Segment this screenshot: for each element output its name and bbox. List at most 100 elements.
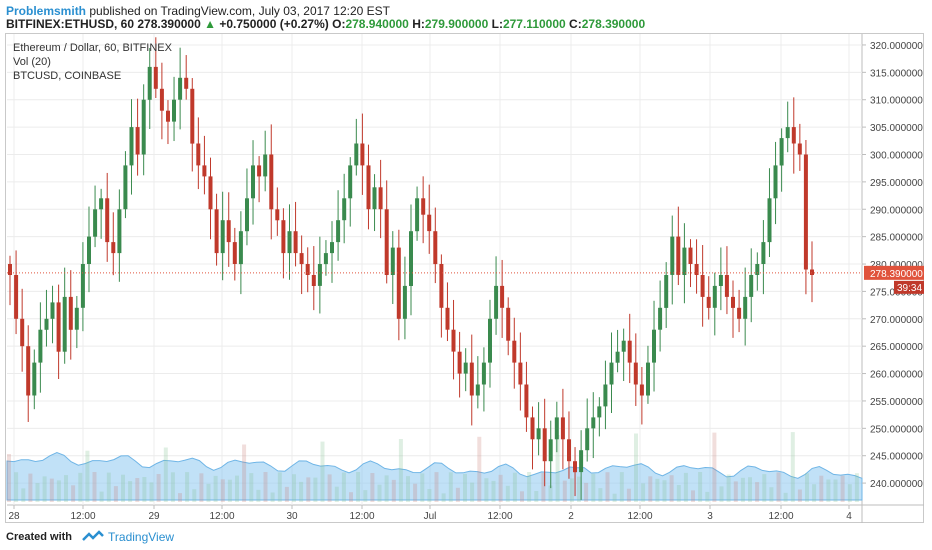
x-tick-label: 4 [846, 511, 852, 522]
candle-body [810, 269, 814, 275]
candle-body [530, 417, 535, 440]
volume-bar [527, 472, 532, 502]
volume-bar [491, 480, 496, 502]
volume-bar [106, 472, 111, 502]
candle-body [14, 275, 19, 319]
candle-body [785, 127, 790, 139]
candle-body [93, 209, 98, 237]
volume-bar [192, 489, 197, 502]
candle-body [263, 154, 268, 177]
volume-bar [334, 486, 339, 502]
chart-legend: Ethereum / Dollar, 60, BITFINEX Vol (20)… [13, 41, 172, 83]
candle-body [512, 340, 517, 363]
candle-body [676, 236, 681, 275]
volume-bar [149, 482, 154, 502]
publish-info: Problemsmith published on TradingView.co… [6, 4, 390, 18]
x-tick-label: 2 [568, 511, 574, 522]
candle-body [214, 209, 219, 254]
candle-body [354, 143, 359, 166]
candle-body [366, 165, 371, 210]
candle-body [299, 253, 304, 265]
candle-body [463, 362, 468, 374]
candle-body [421, 198, 426, 215]
volume-bar [256, 489, 261, 502]
volume-bar [434, 472, 439, 502]
volume-bar [484, 478, 489, 502]
candle-body [105, 198, 110, 243]
volume-bar [420, 473, 425, 502]
volume-bar [740, 477, 745, 502]
candle-body [257, 165, 262, 177]
volume-bar [584, 482, 589, 502]
candle-body [166, 110, 170, 122]
candle-body [755, 264, 760, 275]
y-tick-label: 315.000000 [870, 68, 923, 79]
current-price-tag: 278.390000 [870, 269, 923, 280]
candle-body [633, 362, 638, 385]
volume-bar [21, 488, 26, 502]
tradingview-brand[interactable]: TradingView [108, 530, 175, 544]
volume-bar [341, 472, 346, 502]
volume-bar [819, 475, 824, 502]
candle-body [330, 242, 334, 254]
volume-bar [641, 483, 646, 502]
volume-bar [42, 476, 47, 502]
volume-bar [406, 476, 410, 502]
x-tick-label: 12:00 [70, 511, 95, 522]
legend-volume[interactable]: Vol (20) [13, 56, 51, 68]
volume-bar [726, 474, 731, 502]
volume-bar [505, 485, 510, 502]
volume-average-area [6, 451, 863, 501]
candle-body [153, 66, 158, 89]
x-tick-label: 30 [286, 511, 298, 522]
candle-body [743, 296, 748, 319]
volume-bar [569, 478, 574, 502]
y-tick-label: 290.000000 [870, 205, 923, 216]
volume-bar [833, 479, 838, 502]
candle-body [62, 296, 67, 352]
author-link[interactable]: Problemsmith [6, 4, 87, 18]
candle-body [396, 247, 401, 319]
volume-bar [121, 474, 125, 502]
ohlc-header: BITFINEX:ETHUSD, 60 278.390000 ▲ +0.7500… [6, 17, 645, 31]
legend-compare-series[interactable]: BTCUSD, COINBASE [13, 70, 122, 82]
candle-body [506, 307, 511, 341]
candle-body [129, 127, 134, 166]
volume-bar [199, 473, 204, 502]
volume-bar [577, 476, 581, 502]
candle-body [141, 99, 146, 155]
volume-bar [398, 439, 403, 502]
volume-bar [78, 472, 83, 502]
candle-body [80, 264, 85, 308]
low-label: L: [491, 17, 503, 31]
candle-body [384, 209, 389, 275]
x-tick-label: 12:00 [349, 511, 374, 522]
volume-bar [698, 472, 703, 502]
legend-main-series[interactable]: Ethereum / Dollar, 60, BITFINEX [13, 42, 172, 54]
candle-body [275, 209, 280, 221]
change-value: +0.750000 (+0.27%) [219, 17, 329, 31]
candle-body [609, 362, 614, 385]
candle-body [518, 362, 523, 385]
time-axis[interactable]: 28 12:00 29 12:00 30 12:00 Jul 12:00 2 12:00 3 12:0… [8, 505, 852, 522]
candle-body [238, 231, 243, 265]
volume-bar [612, 493, 617, 502]
volume-bar [455, 487, 460, 502]
candle-body [74, 307, 79, 330]
y-tick-label: 295.000000 [870, 178, 923, 189]
volume-bar [541, 472, 546, 502]
y-tick-label: 320.000000 [870, 41, 923, 52]
volume-bar [220, 479, 225, 502]
candle-body [26, 346, 31, 396]
price-axis[interactable]: 240.000000 245.000000 250.000000 255.000000… [862, 41, 923, 490]
candle-body [773, 165, 778, 199]
candle-body [724, 275, 729, 297]
candle-body [99, 198, 104, 210]
volume-bar [769, 487, 774, 502]
volume-bar [170, 472, 175, 502]
volume-bar [356, 472, 361, 502]
volume-bar [448, 472, 453, 502]
open-value: 278.940000 [345, 17, 409, 31]
volume-bar [783, 492, 788, 502]
